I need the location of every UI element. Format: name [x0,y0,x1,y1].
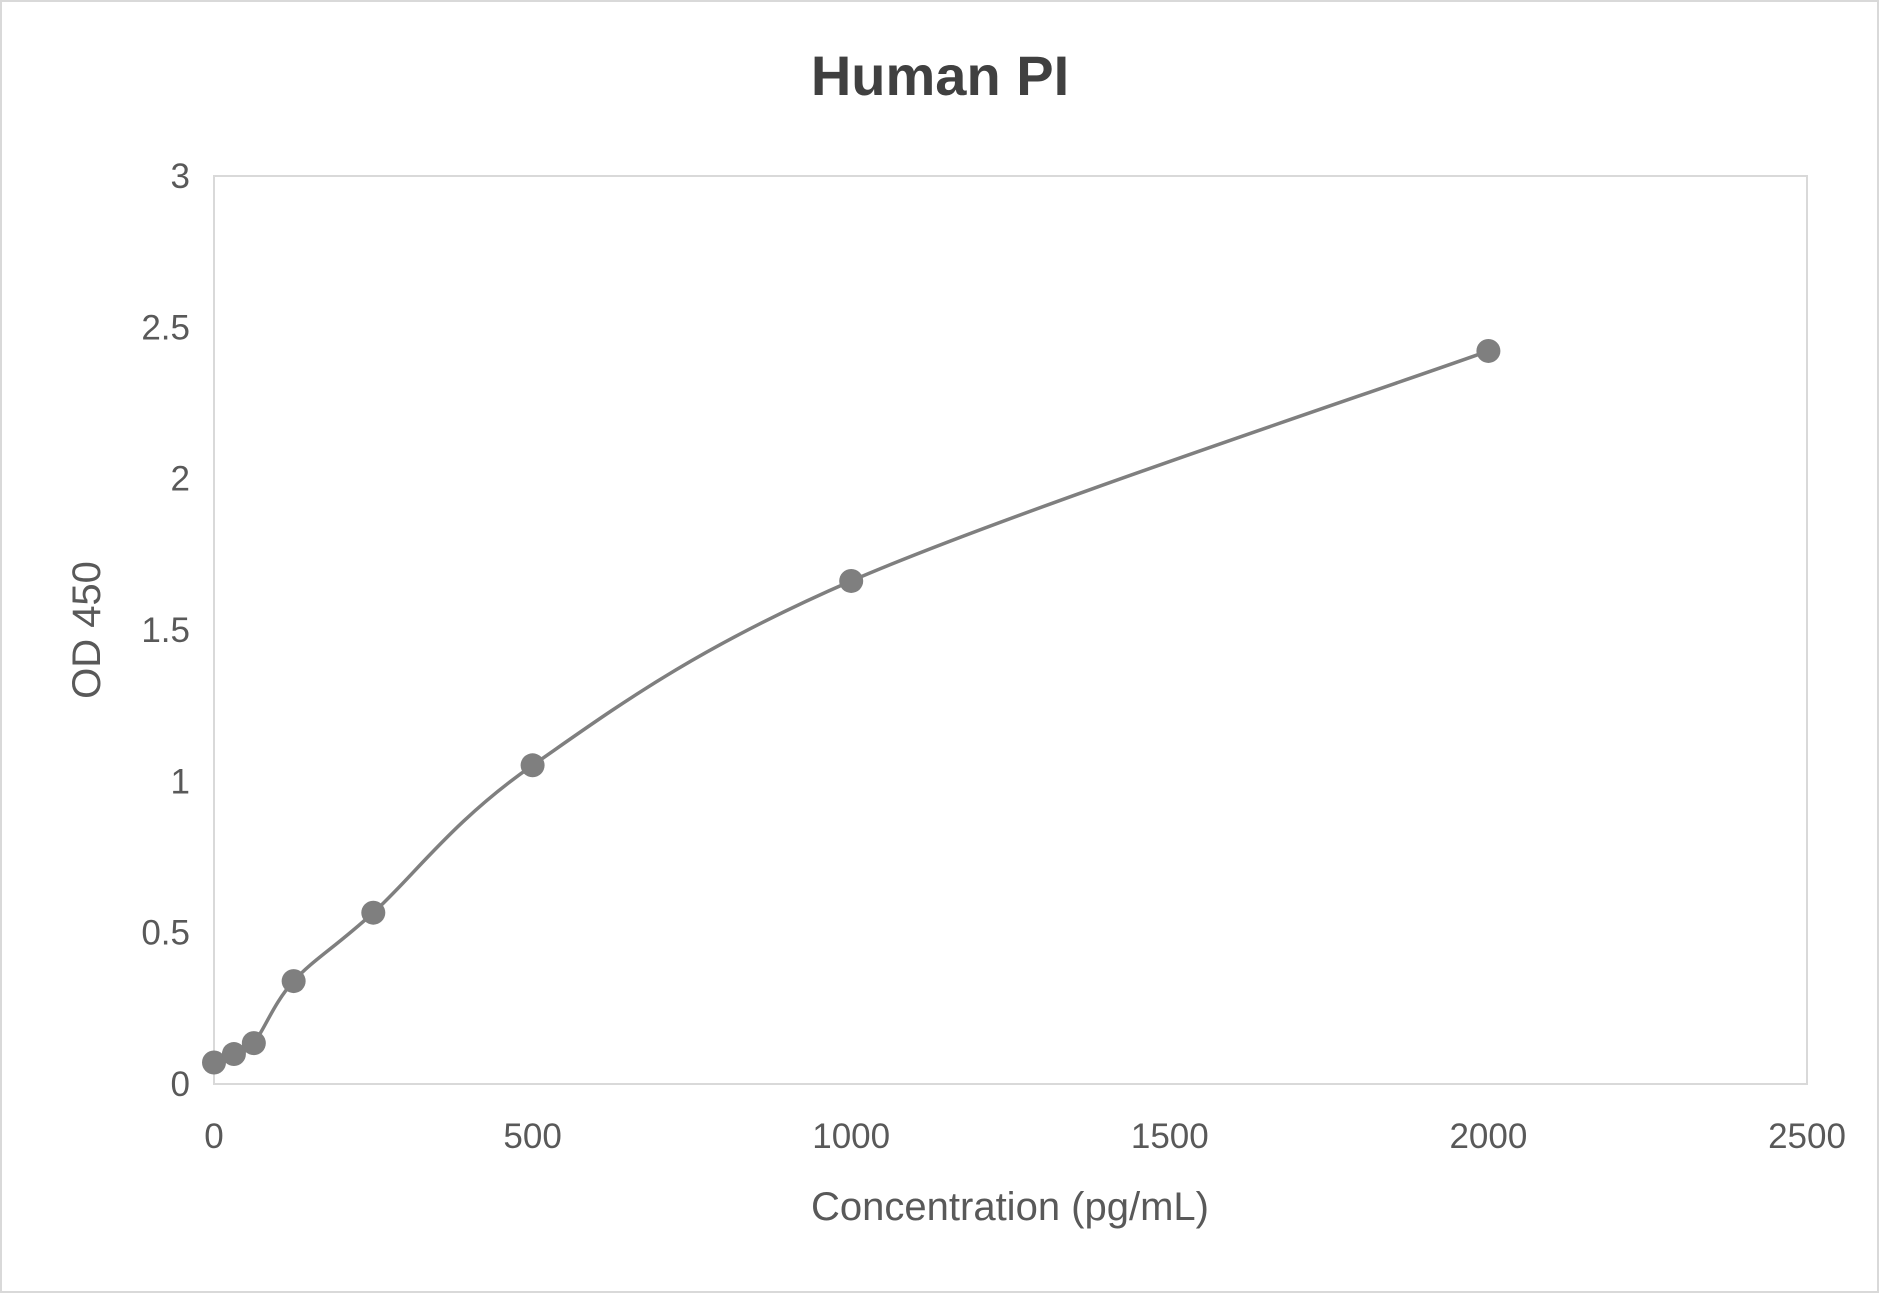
y-tick-label: 0.5 [141,914,190,953]
data-point [202,1050,226,1075]
y-tick-label: 1.5 [141,611,190,650]
y-axis-ticks: 0 0.5 1 1.5 2 2.5 3 [141,157,190,1104]
y-tick-label: 0 [171,1065,190,1104]
data-point [520,753,545,778]
plot-area [213,175,1808,1085]
x-tick-label: 500 [503,1117,561,1156]
data-point [361,900,386,925]
chart-title: Human PI [811,44,1069,107]
x-tick-label: 2000 [1449,1117,1527,1156]
y-tick-label: 1 [171,762,190,801]
data-point [241,1031,266,1056]
series-group [202,338,1501,1075]
data-point [839,568,864,593]
data-point [1476,338,1501,363]
data-point [281,969,306,994]
x-axis-label: Concentration (pg/mL) [811,1185,1209,1229]
x-tick-label: 1500 [1131,1117,1209,1156]
y-tick-label: 3 [171,157,190,196]
x-tick-label: 0 [204,1117,223,1156]
y-tick-label: 2.5 [141,308,190,347]
y-tick-label: 2 [171,460,190,499]
x-tick-label: 1000 [812,1117,890,1156]
data-point [221,1042,246,1067]
y-axis-label: OD 450 [65,561,109,699]
x-axis-ticks: 0 500 1000 1500 2000 2500 [204,1117,1846,1156]
x-tick-label: 2500 [1768,1117,1846,1156]
